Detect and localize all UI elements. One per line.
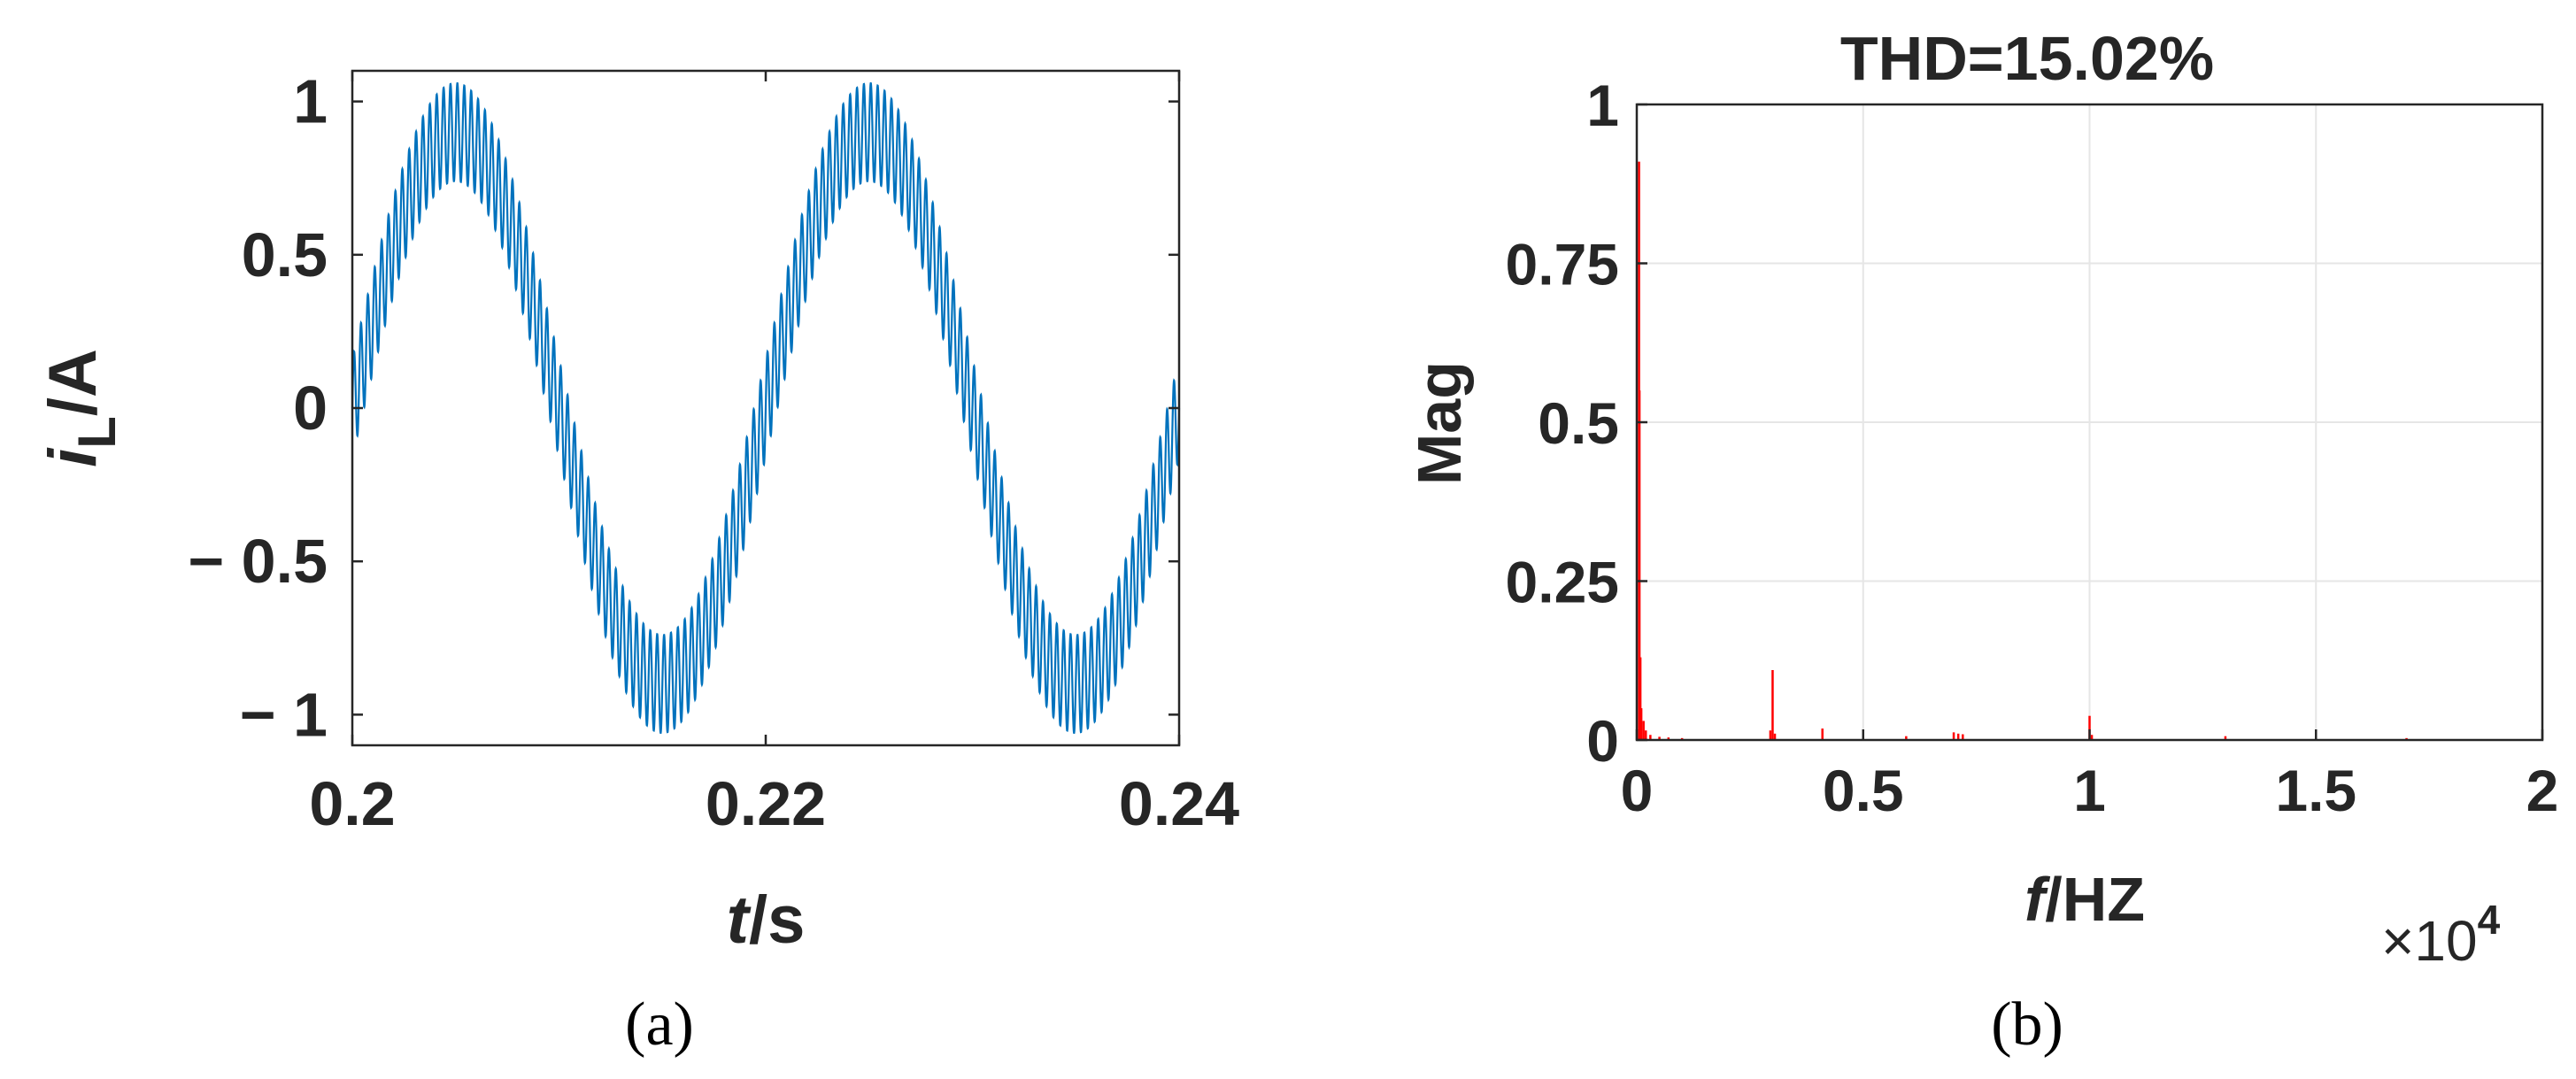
panel-b-x-tick-label: 2 xyxy=(2526,758,2559,823)
panel-b-x-tick-label: 1.5 xyxy=(2275,758,2356,823)
panel-b-spectrum: 0 0.5 1 1.5 2 0 0.25 0.5 0.75 1 THD=15.02% f/HZ ×… xyxy=(1405,24,2558,1059)
panel-b-x-tick-label: 0.5 xyxy=(1823,758,1904,823)
panel-b-title: THD=15.02% xyxy=(1840,24,2214,93)
panel-b-caption: (b) xyxy=(1991,990,2063,1059)
panel-b-y-tick-label: 0.5 xyxy=(1538,390,1619,456)
panel-b-y-tick-label: 0 xyxy=(1586,708,1619,774)
panel-a-caption: (a) xyxy=(625,990,694,1059)
panel-a-y-tick-label: − 1 xyxy=(240,680,328,749)
panel-b-x-tick-label: 1 xyxy=(2073,758,2106,823)
panel-a-x-tick-label: 0.22 xyxy=(706,769,826,838)
panel-a-y-tick-label: 1 xyxy=(293,67,328,136)
panel-b-y-tick-label: 0.25 xyxy=(1506,550,1619,615)
panel-a-ticks: 0.2 0.22 0.24 − 1 − 0.5 0 0.5 1 xyxy=(188,67,1239,838)
panel-a-x-axis-label: t/s xyxy=(727,882,806,958)
panel-a-series-group xyxy=(351,81,1181,735)
panel-b-ticks: 0 0.5 1 1.5 2 0 0.25 0.5 0.75 1 xyxy=(1506,73,2559,823)
panel-b-y-tick-label: 0.75 xyxy=(1506,232,1619,297)
panel-a-x-tick-label: 0.24 xyxy=(1119,769,1239,838)
panel-a-x-tick-label: 0.2 xyxy=(309,769,395,838)
panel-a-y-tick-label: − 0.5 xyxy=(188,527,328,596)
panel-a-y-axis-label: iL/A xyxy=(35,349,127,467)
panel-b-y-axis-label: Mag xyxy=(1405,361,1474,485)
panel-a-inductor-current: 0.2 0.22 0.24 − 1 − 0.5 0 0.5 1 t/s iL/A (a) xyxy=(35,67,1239,1059)
panel-b-x-axis-label: f/HZ xyxy=(2025,865,2145,934)
panel-a-y-tick-label: 0.5 xyxy=(242,220,328,289)
panel-b-x-multiplier: ×104 xyxy=(2381,897,2501,973)
panel-a-y-tick-label: 0 xyxy=(293,374,328,443)
panel-a-series-line-0 xyxy=(351,81,1181,735)
panel-b-x-tick-label: 0 xyxy=(1621,758,1654,823)
panel-b-y-tick-label: 1 xyxy=(1586,73,1619,138)
